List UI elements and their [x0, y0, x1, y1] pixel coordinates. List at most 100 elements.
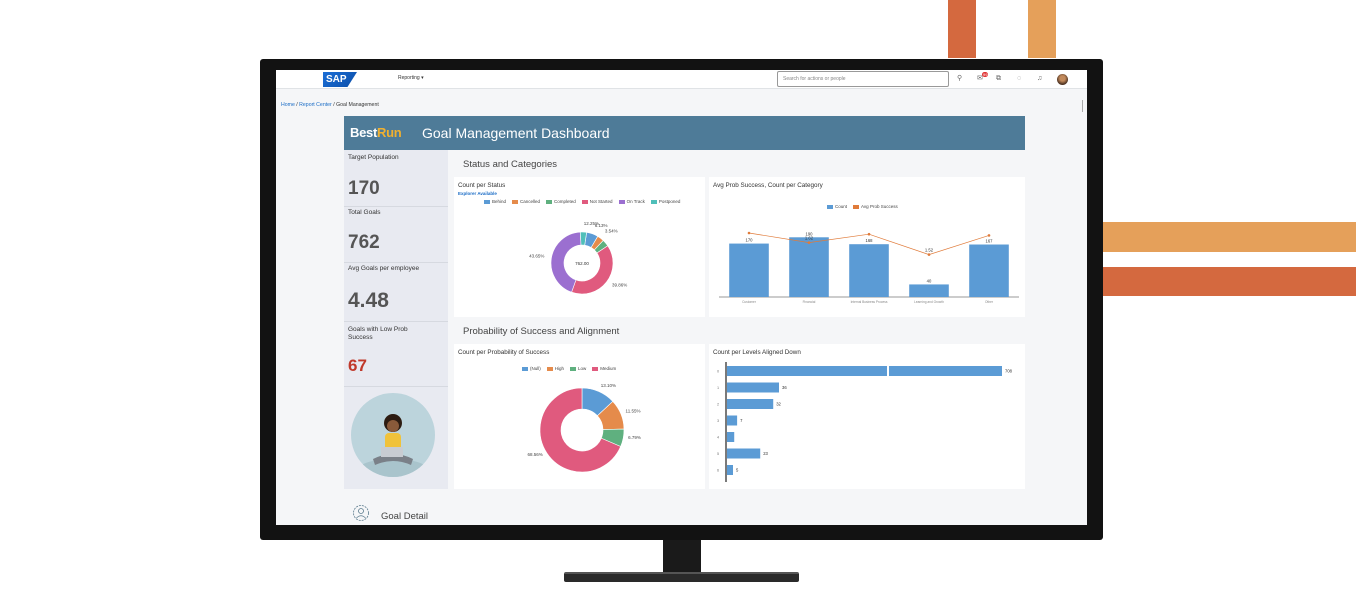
slice-label: 6.13%	[595, 223, 608, 228]
y-tick-label: 2	[717, 403, 719, 407]
legend-swatch	[522, 366, 528, 371]
monitor-screen: SAP Reporting ▾ Search for actions or pe…	[276, 70, 1087, 525]
legend-entry[interactable]: (Null)	[522, 366, 541, 371]
donut-slice	[571, 245, 614, 295]
bar	[727, 415, 738, 426]
shell-bar: SAP Reporting ▾ Search for actions or pe…	[276, 70, 1087, 89]
y-tick-label: 6	[717, 469, 719, 473]
dashboard-title: Goal Management Dashboard	[422, 125, 610, 141]
legend-swatch	[546, 366, 553, 371]
help-icon[interactable]: ◌	[1017, 75, 1022, 82]
bar	[727, 366, 1002, 376]
kpi-panel: Target Population 170 Total Goals 762 Av…	[344, 150, 448, 489]
bar	[727, 432, 735, 442]
legend-entry[interactable]: Behind	[484, 199, 506, 205]
legend-label: Postponed	[658, 199, 681, 204]
reporting-menu[interactable]: Reporting ▾	[398, 75, 424, 81]
y-tick-label: 3	[717, 419, 719, 423]
legend-swatch	[618, 199, 625, 204]
legend-label: Not Started	[589, 199, 613, 204]
bar	[789, 237, 829, 297]
monitor-bezel: SAP Reporting ▾ Search for actions or pe…	[260, 59, 1103, 540]
line-point	[987, 234, 991, 237]
breadcrumb-report-center[interactable]: Report Center	[299, 102, 332, 108]
x-tick-label: Internal Business Process	[851, 300, 888, 304]
line-point	[807, 241, 811, 244]
slice-label: 11.55%	[626, 408, 641, 413]
legend-entry[interactable]: Postponed	[650, 199, 681, 205]
legend-entry[interactable]: Not Started	[581, 199, 613, 205]
kpi-value-low-prob: 67	[348, 356, 367, 375]
legend-entry[interactable]: Count	[827, 204, 847, 209]
line-point	[867, 232, 871, 236]
legend-entry[interactable]: High	[546, 366, 565, 371]
y-tick-label: 5	[717, 452, 719, 456]
slice-label: 43.65%	[529, 254, 544, 259]
breadcrumb-separator: /	[294, 102, 300, 108]
legend-swatch	[581, 199, 588, 204]
scrollbar[interactable]	[1082, 100, 1085, 112]
legend-label: Avg Prob Success	[861, 204, 898, 209]
x-tick-label: Financial	[803, 300, 816, 304]
legend-swatch	[512, 199, 519, 204]
section-title-status: Status and Categories	[463, 159, 558, 170]
legend-entry[interactable]: Avg Prob Success	[853, 204, 898, 209]
bar	[729, 243, 769, 297]
donut-slice	[579, 231, 587, 246]
bar-label: 32	[776, 402, 781, 407]
legend-label: Behind	[492, 199, 507, 204]
hbar-chart-levels: 0 708 1 36 2 32 3 7 4 5 23 6 5	[717, 362, 1013, 482]
legend-entry[interactable]: Medium	[592, 366, 616, 371]
bar	[909, 284, 949, 297]
legend-label: Medium	[600, 366, 617, 371]
x-tick-label: Learning and Growth	[914, 300, 944, 304]
bar-label: 190	[806, 231, 814, 236]
search-input[interactable]: Search for actions or people	[777, 71, 949, 87]
y-tick-label: 4	[717, 436, 719, 440]
line-point	[747, 231, 751, 235]
legend-entry[interactable]: On Track	[618, 199, 645, 205]
deco-bar-vertical-dark	[948, 0, 976, 58]
bar	[727, 382, 779, 393]
line-label: 1.52	[925, 248, 934, 253]
kpi-value-total-goals: 762	[348, 232, 380, 253]
deco-bar-horizontal-light	[1103, 222, 1356, 252]
logo-best: Best	[350, 125, 377, 140]
legend-label: High	[554, 366, 565, 371]
search-icon[interactable]: ⚲	[957, 75, 963, 82]
breadcrumb: Home / Report Center / Goal Management	[281, 102, 379, 108]
share-icon[interactable]: ⧉	[996, 75, 1001, 82]
legend-swatch	[484, 199, 490, 204]
sap-logo[interactable]: SAP	[323, 72, 357, 87]
dashboard-header: BestRun Goal Management Dashboard	[344, 116, 1025, 150]
kpi-label-total-goals: Total Goals	[348, 209, 381, 216]
donut-center-label: 762.00	[575, 261, 589, 266]
legend-entry[interactable]: Completed	[546, 199, 576, 205]
legend-label: Cancelled	[520, 199, 541, 204]
bell-icon[interactable]: ♫	[1037, 75, 1043, 82]
kpi-divider	[344, 262, 448, 263]
donut-chart-probability: 13.10% 11.55% 6.79% 68.56%	[528, 383, 641, 473]
bar	[727, 448, 761, 459]
legend-entry[interactable]: Cancelled	[512, 199, 540, 205]
user-avatar[interactable]	[1057, 74, 1068, 85]
slice-label: 3.54%	[605, 229, 618, 234]
chart-legend: Count Avg Prob Success	[827, 204, 904, 209]
chart-card-probability: Count per Probability of Success (Null) H…	[454, 344, 705, 489]
x-tick-label: Customer	[742, 300, 757, 304]
explorer-available-link[interactable]: Explorer Available	[458, 191, 497, 196]
bar-label: 23	[763, 451, 768, 456]
x-tick-label: Other	[985, 300, 994, 304]
chart-title: Count per Status	[458, 182, 506, 189]
breadcrumb-home[interactable]: Home	[281, 102, 295, 108]
bar	[969, 244, 1009, 297]
legend-entry[interactable]: Low	[570, 366, 586, 371]
slice-label: 12.25%	[584, 221, 599, 226]
donut-chart-status: 6.13%3.54% 39.86% 43.65% 12.25% 762.00	[529, 221, 627, 295]
legend-swatch	[853, 204, 860, 209]
monitor-stand-base	[564, 572, 799, 582]
legend-swatch	[827, 204, 833, 209]
notifications-icon[interactable]: ✉	[977, 75, 983, 82]
bar-label: 167	[986, 239, 994, 244]
legend-label: Completed	[554, 199, 576, 204]
